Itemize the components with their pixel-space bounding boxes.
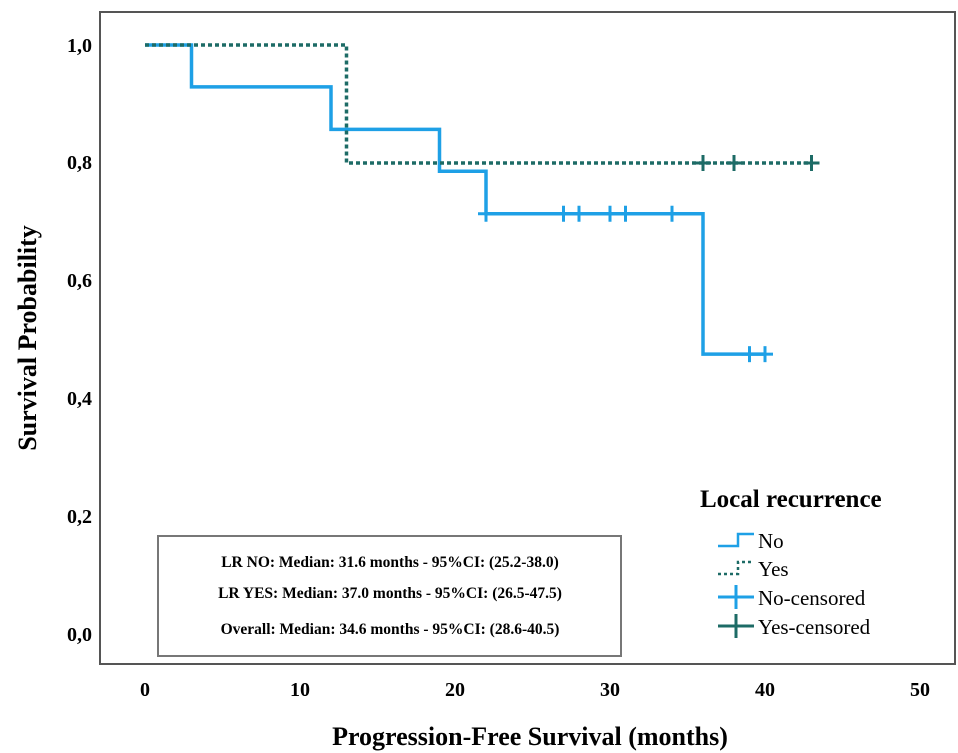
- legend-item-yes-censored: Yes-censored: [718, 614, 871, 639]
- y-tick-label: 0,0: [67, 624, 92, 646]
- x-tick-label: 10: [290, 679, 310, 701]
- stats-line-lr-yes: LR YES: Median: 37.0 months - 95%CI: (26…: [218, 585, 562, 602]
- stats-box-frame: [157, 535, 622, 657]
- x-tick-label: 40: [755, 679, 775, 701]
- legend: Local recurrence No Yes No-censored Yes-cen…: [700, 486, 882, 639]
- legend-title: Local recurrence: [700, 486, 882, 513]
- legend-item-yes: Yes: [718, 557, 789, 581]
- x-axis-title: Progression-Free Survival (months): [332, 722, 728, 751]
- series-yes: [145, 43, 820, 171]
- y-axis-title: Survival Probability: [13, 225, 42, 451]
- legend-item-no-censored: No-censored: [718, 585, 866, 610]
- stats-line-lr-no: LR NO: Median: 31.6 months - 95%CI: (25.…: [221, 554, 559, 571]
- legend-item-no: No: [718, 529, 784, 553]
- series-no: [145, 43, 773, 363]
- legend-label-no: No: [758, 529, 784, 553]
- legend-label-no-censored: No-censored: [758, 586, 866, 610]
- y-tick-label: 0,6: [67, 270, 92, 292]
- y-tick-label: 0,2: [67, 506, 92, 528]
- series-line-no: [145, 43, 765, 356]
- legend-swatch-yes: [718, 560, 754, 576]
- x-tick-label: 50: [910, 679, 930, 701]
- y-tick-labels: 0,0 0,2 0,4 0,6 0,8 1,0: [67, 35, 92, 646]
- legend-swatch-no: [718, 532, 754, 548]
- stats-line-overall: Overall: Median: 34.6 months - 95%CI: (2…: [221, 621, 560, 638]
- x-tick-label: 30: [600, 679, 620, 701]
- legend-label-yes: Yes: [758, 557, 789, 581]
- y-tick-label: 0,8: [67, 152, 92, 174]
- median-stats-box: LR NO: Median: 31.6 months - 95%CI: (25.…: [157, 535, 622, 657]
- plot-frame: [99, 11, 956, 665]
- series-line-yes: [145, 43, 812, 165]
- x-tick-labels: 0 10 20 30 40 50: [140, 679, 930, 701]
- x-tick-label: 20: [445, 679, 465, 701]
- y-tick-label: 1,0: [67, 35, 92, 57]
- legend-items: No Yes No-censored Yes-censored: [718, 529, 871, 639]
- y-tick-label: 0,4: [67, 388, 92, 410]
- legend-label-yes-censored: Yes-censored: [758, 615, 871, 639]
- series-layer: [145, 43, 820, 363]
- x-tick-label: 0: [140, 679, 150, 701]
